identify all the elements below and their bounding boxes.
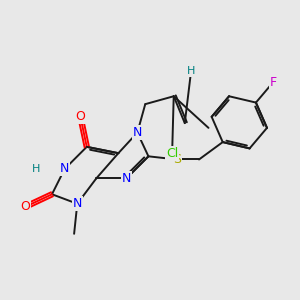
Text: O: O xyxy=(20,200,30,213)
Text: N: N xyxy=(122,172,131,185)
Text: Cl: Cl xyxy=(166,147,178,160)
Text: S: S xyxy=(173,153,181,166)
Text: H: H xyxy=(187,66,195,76)
Text: F: F xyxy=(270,76,277,88)
Text: N: N xyxy=(60,163,69,176)
Text: H: H xyxy=(32,164,41,174)
Text: O: O xyxy=(76,110,85,123)
Text: N: N xyxy=(73,197,82,210)
Text: N: N xyxy=(133,126,142,139)
